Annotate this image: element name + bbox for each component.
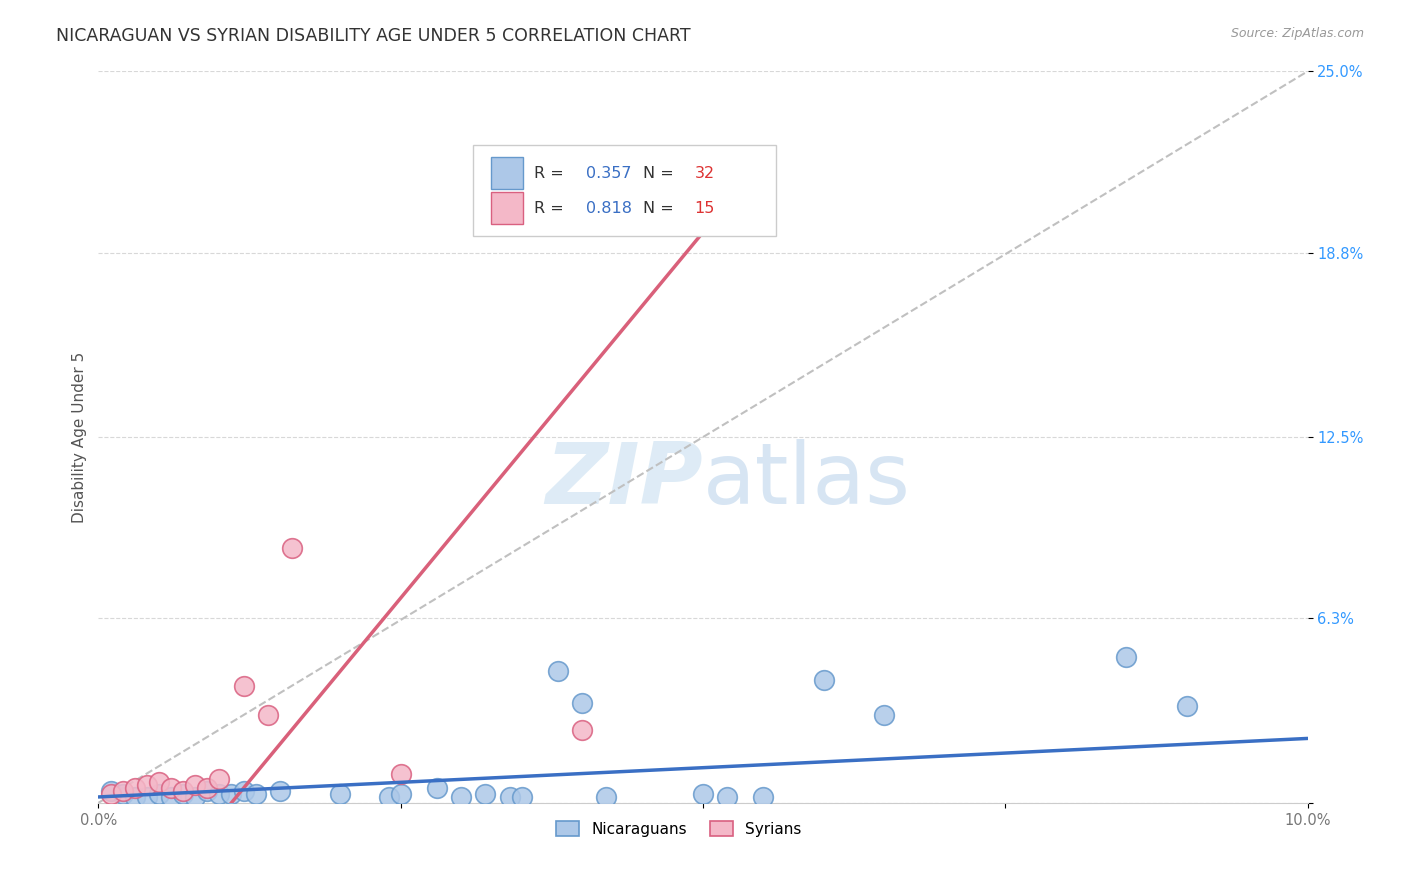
- Point: [195, 784, 218, 798]
- Point: [195, 781, 218, 796]
- Point: [595, 789, 617, 804]
- Text: 15: 15: [695, 201, 714, 216]
- Text: R =: R =: [534, 166, 568, 180]
- Point: [135, 789, 157, 804]
- Text: 0.357: 0.357: [586, 166, 631, 180]
- Point: [232, 784, 254, 798]
- Legend: Nicaraguans, Syrians: Nicaraguans, Syrians: [550, 814, 807, 843]
- Point: [111, 784, 134, 798]
- FancyBboxPatch shape: [492, 157, 523, 189]
- Point: [329, 787, 352, 801]
- Text: N =: N =: [643, 201, 679, 216]
- Point: [172, 787, 194, 801]
- Point: [389, 766, 412, 780]
- Point: [547, 664, 569, 678]
- Point: [389, 787, 412, 801]
- Point: [172, 784, 194, 798]
- Point: [281, 541, 304, 556]
- Point: [377, 789, 399, 804]
- Point: [148, 787, 170, 801]
- Point: [498, 789, 520, 804]
- Point: [752, 789, 775, 804]
- Point: [256, 708, 278, 723]
- Point: [160, 789, 183, 804]
- Point: [571, 723, 593, 737]
- Point: [100, 784, 122, 798]
- Point: [426, 781, 449, 796]
- Point: [135, 778, 157, 792]
- Point: [269, 784, 291, 798]
- Point: [813, 673, 835, 687]
- Point: [148, 775, 170, 789]
- Point: [474, 787, 496, 801]
- Point: [208, 772, 231, 787]
- Point: [571, 696, 593, 710]
- Point: [221, 787, 243, 801]
- Point: [184, 778, 207, 792]
- Text: atlas: atlas: [703, 440, 911, 523]
- Text: R =: R =: [534, 201, 568, 216]
- FancyBboxPatch shape: [474, 145, 776, 235]
- Point: [111, 787, 134, 801]
- Point: [510, 789, 533, 804]
- Text: NICARAGUAN VS SYRIAN DISABILITY AGE UNDER 5 CORRELATION CHART: NICARAGUAN VS SYRIAN DISABILITY AGE UNDE…: [56, 27, 690, 45]
- FancyBboxPatch shape: [492, 192, 523, 224]
- Point: [124, 781, 146, 796]
- Point: [1175, 699, 1198, 714]
- Point: [873, 708, 896, 723]
- Point: [716, 789, 738, 804]
- Point: [160, 781, 183, 796]
- Point: [208, 787, 231, 801]
- Text: N =: N =: [643, 166, 679, 180]
- Text: 32: 32: [695, 166, 714, 180]
- Point: [245, 787, 267, 801]
- Y-axis label: Disability Age Under 5: Disability Age Under 5: [72, 351, 87, 523]
- Point: [1115, 649, 1137, 664]
- Point: [232, 679, 254, 693]
- Text: 0.818: 0.818: [586, 201, 631, 216]
- Point: [692, 787, 714, 801]
- Text: ZIP: ZIP: [546, 440, 703, 523]
- Point: [100, 787, 122, 801]
- Text: Source: ZipAtlas.com: Source: ZipAtlas.com: [1230, 27, 1364, 40]
- Point: [450, 789, 472, 804]
- Point: [184, 789, 207, 804]
- Point: [124, 789, 146, 804]
